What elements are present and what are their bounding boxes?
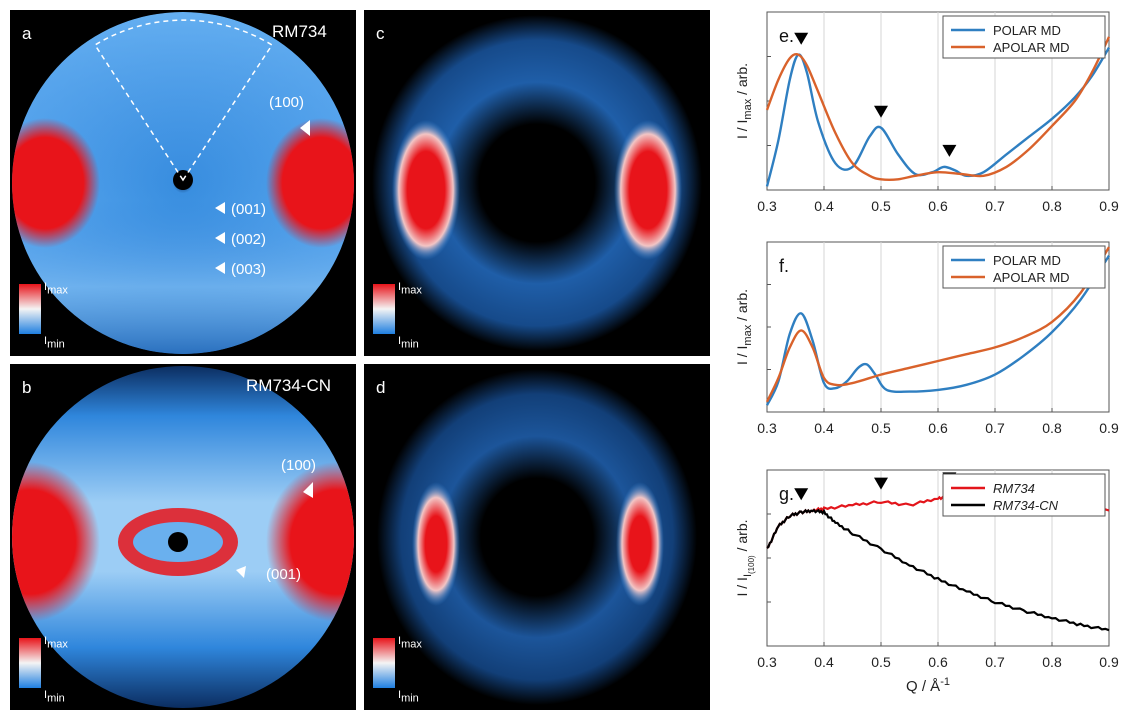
panel-label: a <box>22 24 32 43</box>
colorbar-max-label: Imax <box>44 281 68 297</box>
x-tick-label: 0.6 <box>928 420 948 436</box>
x-tick-label: 0.3 <box>757 198 777 214</box>
legend-label: POLAR MD <box>993 23 1061 38</box>
arrow-100 <box>300 120 310 136</box>
chart-e: 0.3 0.4 0.5 0.6 0.7 0.8 0.9 e. POLAR MD APOLAR MD… <box>734 11 1119 214</box>
x-tick-label: 0.7 <box>985 420 1005 436</box>
peak-marker <box>874 477 888 490</box>
x-tick-label: 0.8 <box>1042 654 1062 670</box>
x-tick-label: 0.4 <box>814 654 834 670</box>
x-tick-label: 0.4 <box>814 420 834 436</box>
series-line <box>766 508 1110 632</box>
chart-g: 0.3 0.4 0.5 0.6 0.7 0.8 0.9 g. RM734 RM734-CN I / … <box>734 469 1119 695</box>
sample-name: RM734-CN <box>246 376 332 395</box>
colorbar <box>373 638 395 688</box>
series-line <box>765 254 1111 406</box>
x-tick-label: 0.9 <box>1099 420 1119 436</box>
x-axis-label: Q / Å-1 <box>906 676 950 695</box>
y-axis-label: I / II(100) / arb. <box>734 520 756 597</box>
chart-f: 0.3 0.4 0.5 0.6 0.7 0.8 0.9 f. POLAR MD APOLAR MD… <box>734 241 1119 436</box>
panel-d: d Imax Imin <box>364 364 710 710</box>
colorbar-min-label: Imin <box>44 689 65 705</box>
arrow-001 <box>236 566 246 578</box>
legend-box <box>942 245 1106 289</box>
colorbar-max-label: Imax <box>44 635 68 651</box>
legend-label: POLAR MD <box>993 253 1061 268</box>
x-tick-label: 0.3 <box>757 420 777 436</box>
annotation-100: (100) <box>281 457 317 474</box>
x-tick-label: 0.8 <box>1042 198 1062 214</box>
arrow-001 <box>215 202 225 214</box>
panel-b: b RM734-CN (100) (001) Imax Imin <box>10 364 356 710</box>
diffraction-pattern-a <box>12 12 354 354</box>
x-tick-label: 0.6 <box>928 198 948 214</box>
colorbar-min-label: Imin <box>398 689 419 705</box>
peak-marker <box>874 105 888 118</box>
peak-marker <box>794 32 809 45</box>
legend: POLAR MD APOLAR MD <box>942 15 1106 59</box>
panel-label: f. <box>779 256 789 276</box>
x-tick-label: 0.3 <box>757 654 777 670</box>
legend: POLAR MD APOLAR MD <box>942 245 1106 289</box>
x-tick-label: 0.7 <box>985 198 1005 214</box>
annotation-002: (002) <box>231 231 267 248</box>
x-tick-label: 0.8 <box>1042 420 1062 436</box>
panel-label: c <box>376 24 385 43</box>
x-tick-label: 0.6 <box>928 654 948 670</box>
y-axis-label: I / Imax / arb. <box>734 289 754 365</box>
x-tick-label: 0.4 <box>814 198 834 214</box>
panel-label: e. <box>779 26 794 46</box>
series-line <box>765 36 1111 181</box>
arrow-003 <box>215 262 225 274</box>
panel-label: b <box>22 378 32 397</box>
legend-label: APOLAR MD <box>993 270 1070 285</box>
x-tick-label: 0.9 <box>1099 654 1119 670</box>
x-tick-label: 0.5 <box>871 654 891 670</box>
legend-box <box>942 15 1106 59</box>
annotation-003: (003) <box>231 261 267 278</box>
legend-label: RM734-CN <box>993 498 1059 513</box>
colorbar-max-label: Imax <box>398 281 422 297</box>
panel-label: g. <box>779 484 794 504</box>
sample-name: RM734 <box>272 22 327 41</box>
arrow-002 <box>215 232 225 244</box>
legend-label: APOLAR MD <box>993 40 1070 55</box>
annotation-001: (001) <box>266 566 302 583</box>
y-axis-label: I / Imax / arb. <box>734 63 754 139</box>
colorbar-min-label: Imin <box>398 335 419 351</box>
panel-label: d <box>376 378 386 397</box>
peak-marker <box>794 488 809 501</box>
x-tick-label: 0.7 <box>985 654 1005 670</box>
annotation-001: (001) <box>231 201 267 218</box>
legend-box <box>942 473 1106 517</box>
series-line <box>765 46 1111 187</box>
x-tick-label: 0.5 <box>871 420 891 436</box>
colorbar-max-label: Imax <box>398 635 422 651</box>
peak-marker <box>942 144 957 157</box>
diffraction-pattern-b <box>12 366 354 708</box>
arrow-100 <box>303 482 313 498</box>
x-tick-label: 0.9 <box>1099 198 1119 214</box>
colorbar <box>373 284 395 334</box>
legend-label: RM734 <box>993 481 1035 496</box>
simulated-pattern-c <box>372 15 702 351</box>
panel-a: a RM734 (100) (001) (002) (003) Imax Imi… <box>10 10 356 356</box>
simulated-pattern-d <box>377 369 697 705</box>
x-tick-label: 0.5 <box>871 198 891 214</box>
colorbar <box>19 638 41 688</box>
series-line <box>765 246 1111 403</box>
dashed-sector <box>93 19 274 182</box>
colorbar-min-label: Imin <box>44 335 65 351</box>
legend: RM734 RM734-CN <box>942 473 1106 517</box>
panel-c: c Imax Imin <box>364 10 710 356</box>
annotation-100: (100) <box>269 94 305 111</box>
colorbar <box>19 284 41 334</box>
